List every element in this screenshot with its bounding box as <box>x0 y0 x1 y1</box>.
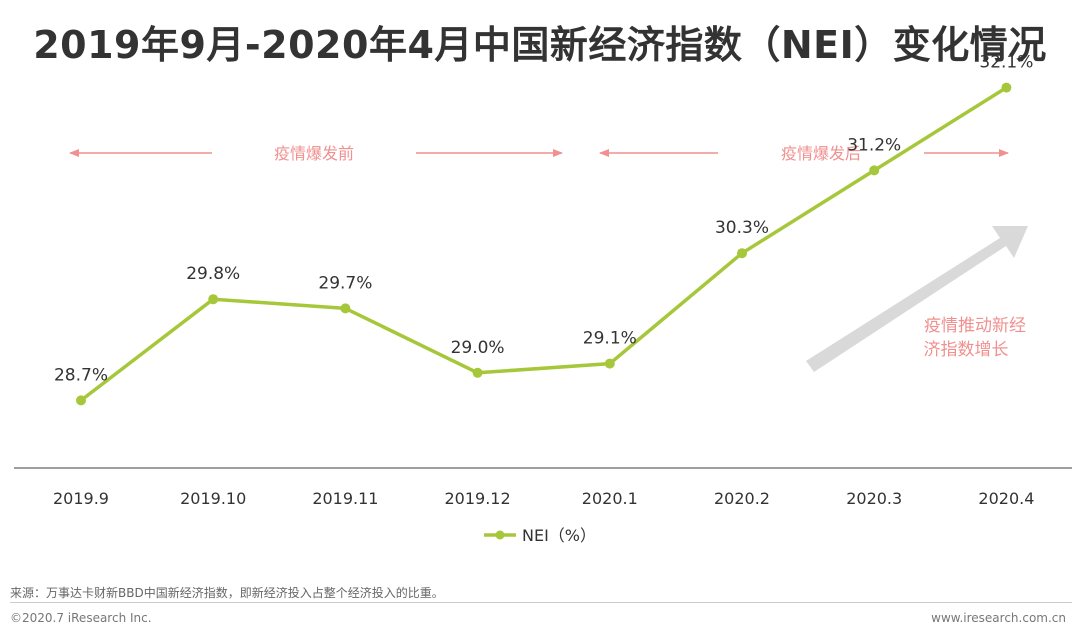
data-point <box>604 358 615 369</box>
website-link[interactable]: www.iresearch.com.cn <box>931 611 1066 625</box>
data-point <box>472 367 483 378</box>
nei-series <box>79 86 1008 402</box>
data-label: 29.0% <box>451 338 505 358</box>
data-point <box>340 303 351 314</box>
data-label: 29.1% <box>583 329 637 349</box>
chart-title: 2019年9月-2020年4月中国新经济指数（NEI）变化情况 <box>33 23 1047 67</box>
data-labels: 28.7% 29.8% 29.7% 29.0% 29.1% 30.3% 31.2% 32.1% <box>54 53 1033 386</box>
x-tick-label: 2020.1 <box>582 489 638 508</box>
data-point <box>208 294 219 305</box>
data-label: 30.3% <box>715 218 769 238</box>
footer-divider <box>10 602 1072 603</box>
annotation-before: 疫情爆发前 <box>274 144 354 163</box>
trend-annotation-line1: 疫情推动新经 <box>924 316 1026 336</box>
nei-line-chart: 疫情爆发前 疫情爆发后 疫情推动新经 济指数增长 2019.9 2019.10 20… <box>14 53 1072 545</box>
x-tick-label: 2019.9 <box>53 489 109 508</box>
data-point <box>869 165 880 176</box>
x-tick-label: 2019.12 <box>445 489 511 508</box>
copyright: ©2020.7 iResearch Inc. <box>10 611 152 625</box>
data-label: 32.1% <box>979 53 1033 73</box>
data-label: 29.7% <box>318 273 372 293</box>
x-tick-label: 2020.4 <box>978 489 1034 508</box>
data-point <box>1001 82 1012 93</box>
trend-arrow <box>806 226 1028 372</box>
x-tick-label: 2019.11 <box>312 489 378 508</box>
x-tick-label: 2020.2 <box>714 489 770 508</box>
data-point <box>737 248 747 259</box>
x-tick-labels: 2019.9 2019.10 2019.11 2019.12 2020.1 2020.2 2… <box>53 489 1034 508</box>
source-note: 来源：万事达卡财新BBD中国新经济指数，即新经济投入占整个经济投入的比重。 <box>10 586 444 600</box>
data-points <box>76 82 1012 406</box>
data-label: 28.7% <box>54 365 108 385</box>
annotation-after: 疫情爆发后 <box>781 144 861 163</box>
x-tick-label: 2019.10 <box>180 489 246 508</box>
legend: NEI（%） <box>484 526 596 545</box>
legend-marker <box>495 530 505 540</box>
data-label: 31.2% <box>847 135 901 155</box>
legend-label: NEI（%） <box>522 526 596 545</box>
nei-series-line <box>79 86 1008 402</box>
data-label: 29.8% <box>186 264 240 284</box>
trend-annotation-line2: 济指数增长 <box>924 340 1009 360</box>
x-tick-label: 2020.3 <box>846 489 902 508</box>
data-point <box>76 395 86 406</box>
